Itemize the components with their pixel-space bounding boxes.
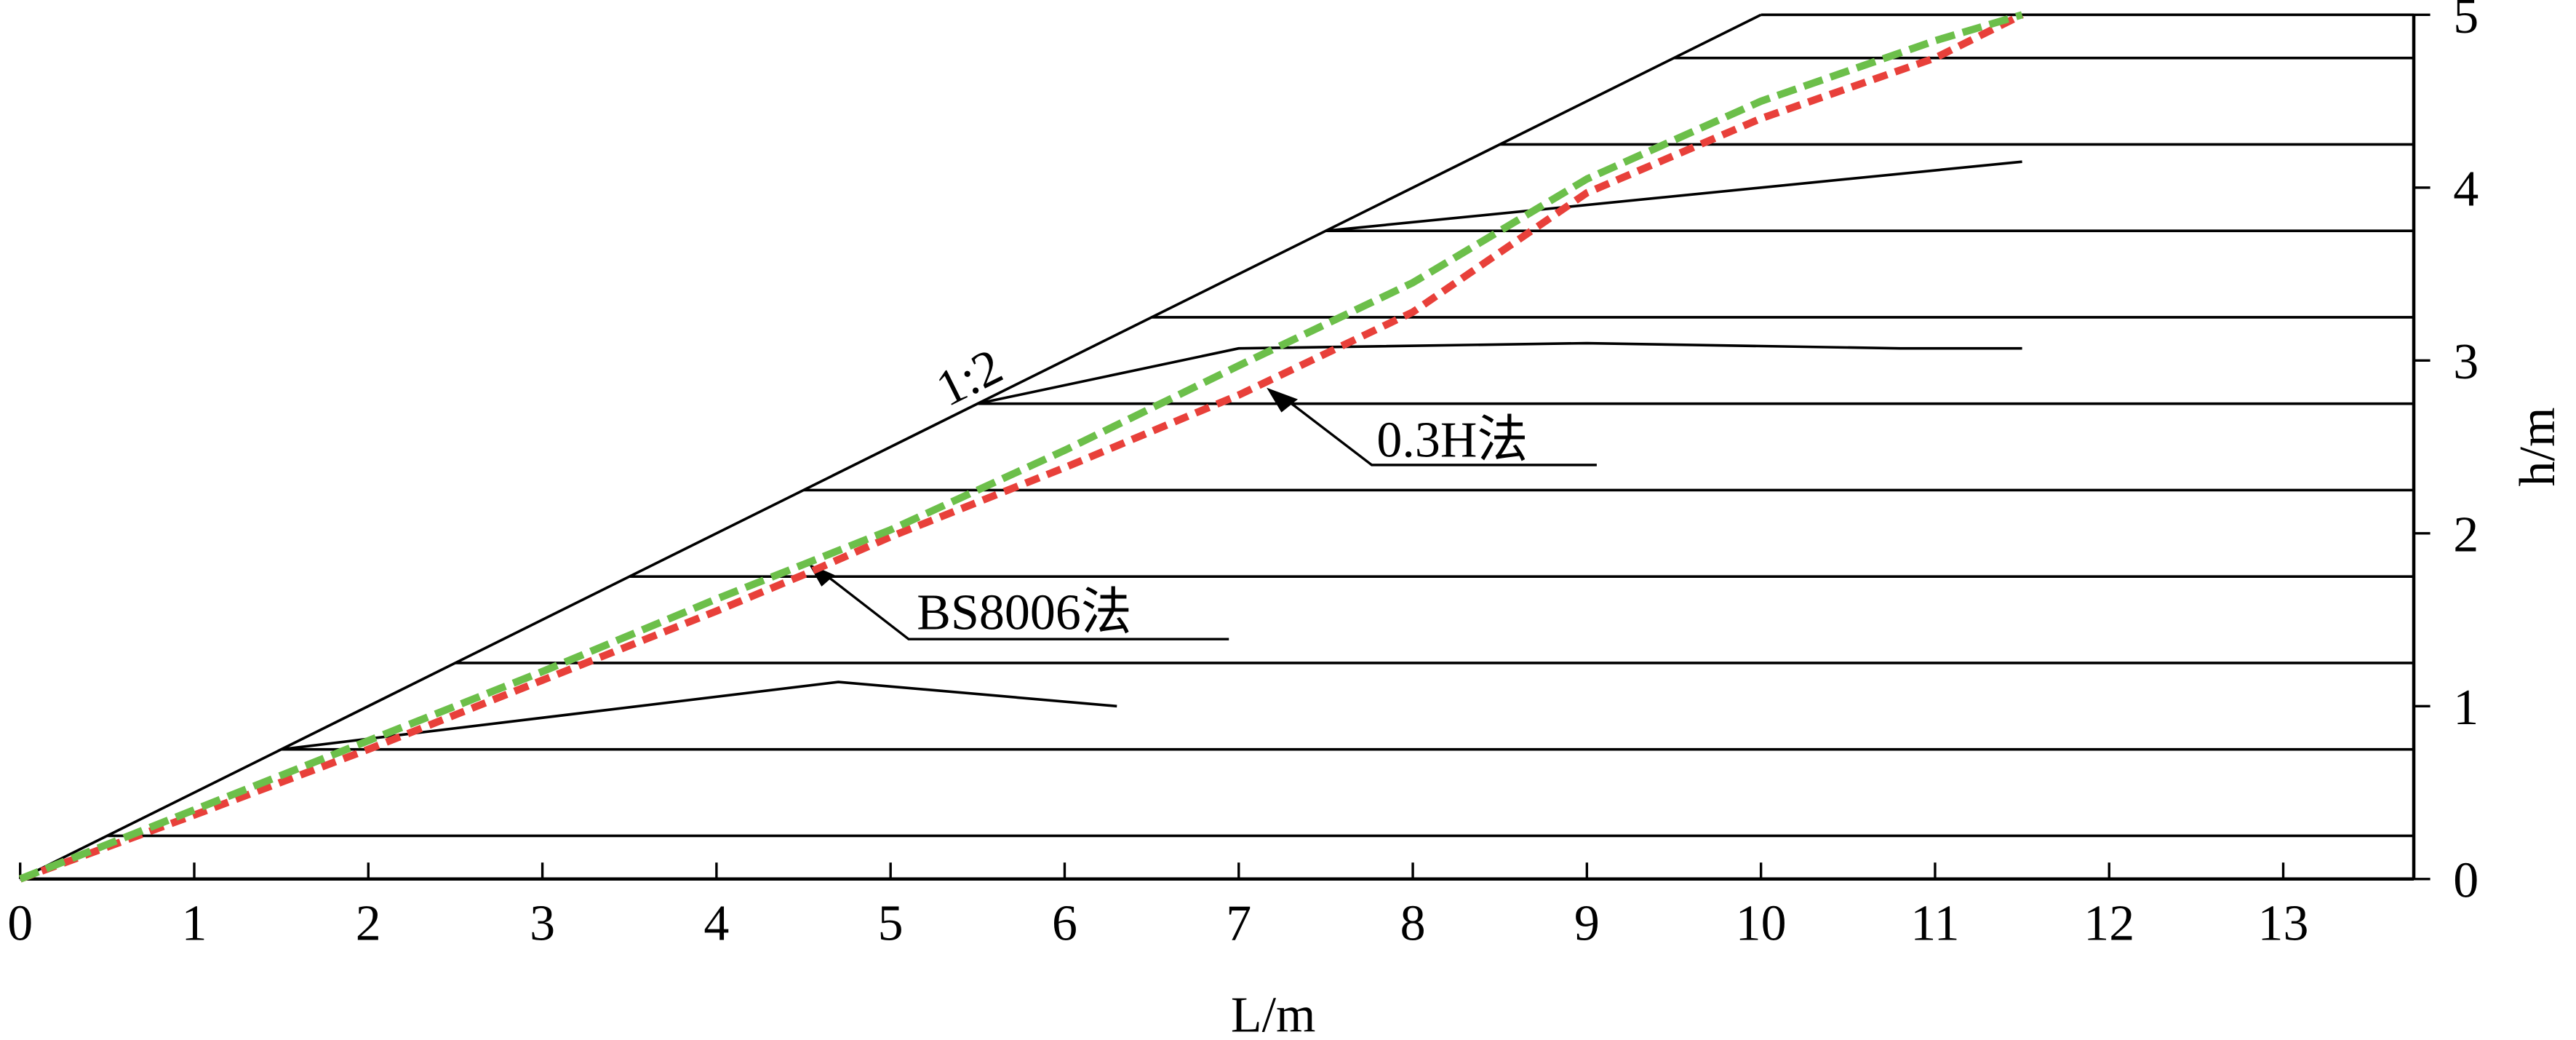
x-axis-label: L/m (1231, 988, 1316, 1040)
x-tick-label: 9 (1574, 895, 1600, 951)
x-tick-label: 1 (182, 895, 207, 951)
x-tick-label: 2 (356, 895, 381, 951)
x-tick-label: 12 (2083, 895, 2134, 951)
line (977, 341, 2022, 405)
x-tick-label: 4 (703, 895, 729, 951)
line (281, 680, 1117, 751)
line (19, 13, 1762, 881)
x-tick-label: 10 (1736, 895, 1787, 951)
annotation: BS8006法 (917, 585, 1132, 641)
leader-line (1280, 394, 1597, 467)
y-tick-label: 1 (2453, 680, 2479, 736)
y-axis-label: h/m (2510, 408, 2566, 487)
annotation: 0.3H法 (1376, 413, 1528, 469)
x-tick-label: 8 (1400, 895, 1426, 951)
slope-label: 1:2 (928, 338, 1010, 418)
x-tick-label: 3 (530, 895, 555, 951)
line (1325, 160, 2022, 232)
y-tick-label: 3 (2453, 334, 2479, 390)
x-tick-label: 11 (1910, 895, 1959, 951)
y-tick-label: 0 (2453, 853, 2479, 909)
dashed-line (18, 11, 2024, 883)
x-tick-label: 13 (2258, 895, 2309, 951)
y-tick-label: 2 (2453, 507, 2479, 563)
dashed-line (18, 11, 2024, 883)
x-tick-label: 6 (1052, 895, 1077, 951)
arrow-head (1267, 387, 1299, 413)
y-tick-label: 4 (2453, 162, 2479, 218)
x-tick-label: 5 (878, 895, 904, 951)
x-tick-label: 7 (1226, 895, 1251, 951)
leader-line (821, 571, 1229, 640)
x-tick-label: 0 (7, 895, 33, 951)
y-tick-label: 5 (2453, 0, 2479, 44)
